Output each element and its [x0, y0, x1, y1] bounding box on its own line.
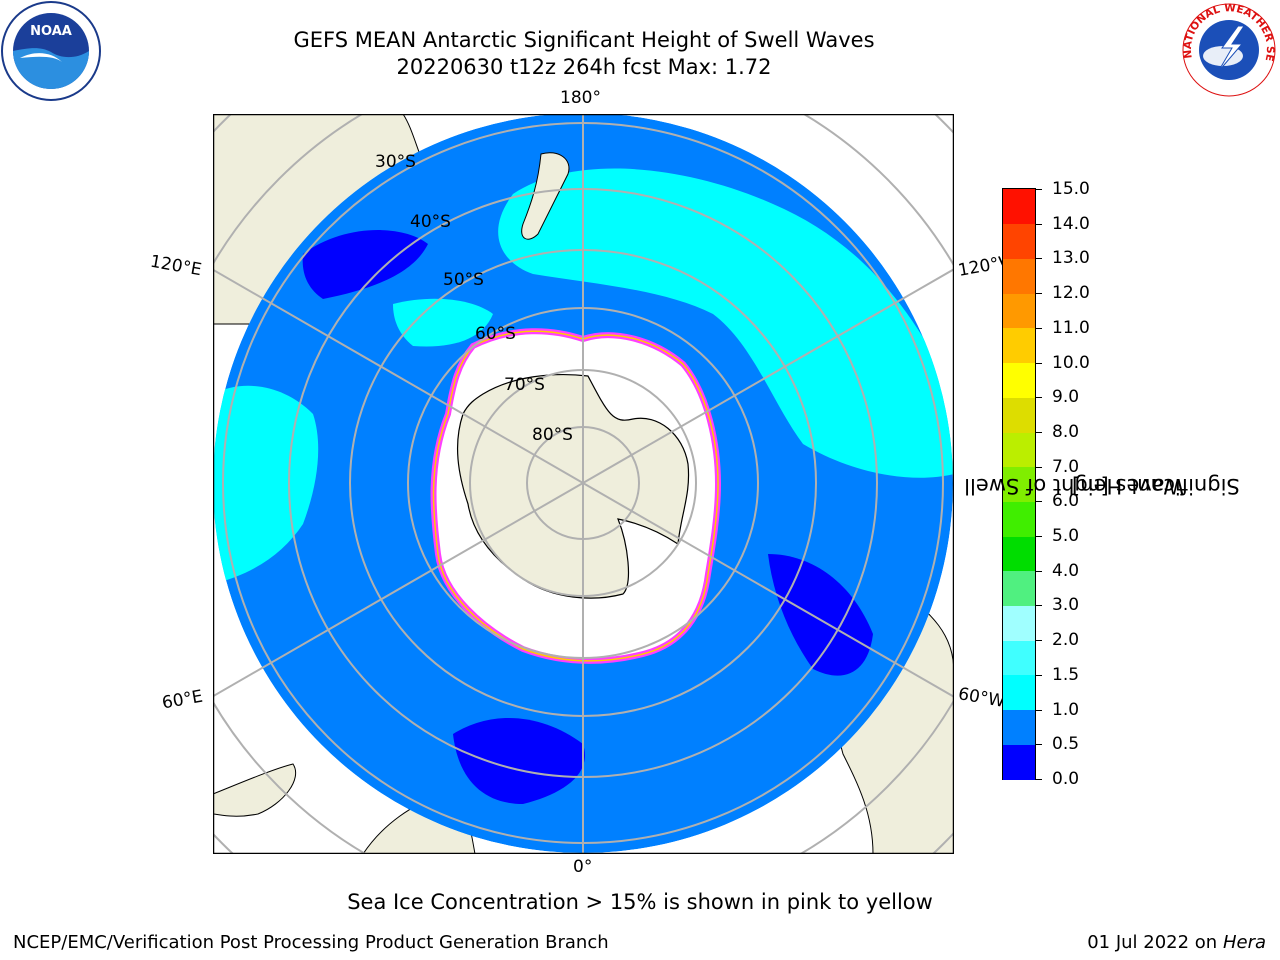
colorbar-segment: [1003, 293, 1035, 329]
swell-0-0.5m-tasman: [302, 230, 428, 299]
colorbar-tick-label: 0.0: [1052, 769, 1080, 789]
colorbar-tick: [1036, 431, 1042, 433]
colorbar-segment: [1003, 189, 1035, 225]
colorbar: [1002, 188, 1036, 780]
colorbar-tick-label: 12.0: [1052, 283, 1090, 304]
lon-label-120e: 120°E: [148, 251, 204, 281]
colorbar-segment: [1003, 258, 1035, 294]
colorbar-segment: [1003, 327, 1035, 364]
colorbar-segment: [1003, 397, 1035, 433]
colorbar-title-line2: Waves [m]: [1071, 474, 1185, 498]
colorbar-segment: [1003, 362, 1035, 398]
swell-0-0.5m-atlantic: [453, 717, 585, 804]
lat-label-70s: 70°S: [504, 375, 545, 395]
colorbar-tick-label: 8.0: [1052, 421, 1080, 442]
colorbar-tick: [1036, 640, 1042, 642]
colorbar-segment: [1003, 223, 1035, 259]
colorbar-tick: [1036, 674, 1042, 676]
swell-0-0.5m-drake: [768, 554, 873, 676]
colorbar-segment: [1003, 570, 1035, 607]
colorbar-tick-label: 2.0: [1052, 630, 1080, 651]
colorbar-tick: [1036, 605, 1042, 607]
colorbar-segment: [1003, 709, 1035, 745]
colorbar-tick: [1036, 570, 1042, 572]
colorbar-segment: [1003, 466, 1035, 502]
polar-map: [213, 114, 954, 854]
land-antarctica: [456, 374, 690, 599]
colorbar-tick-label: 14.0: [1052, 213, 1090, 234]
colorbar-tick: [1036, 258, 1042, 260]
colorbar-segment: [1003, 605, 1035, 641]
lon-label-0: 0°: [573, 857, 593, 877]
sea-ice-caption: Sea Ice Concentration > 15% is shown in …: [347, 890, 933, 914]
lat-label-40s: 40°S: [410, 212, 451, 232]
colorbar-tick-label: 3.0: [1052, 595, 1080, 616]
lon-label-60e: 60°E: [160, 686, 205, 714]
colorbar-tick-label: 15.0: [1052, 179, 1090, 199]
footer-date-text: 01 Jul 2022 on: [1087, 932, 1223, 953]
colorbar-tick-label: 5.0: [1052, 526, 1080, 547]
colorbar-tick-label: 1.0: [1052, 699, 1080, 720]
colorbar-tick: [1036, 536, 1042, 538]
svg-text:NOAA: NOAA: [30, 24, 72, 39]
footer-date: 01 Jul 2022 on Hera: [1087, 932, 1266, 953]
footer-host: Hera: [1222, 932, 1266, 953]
lon-label-180: 180°: [560, 88, 601, 108]
colorbar-tick: [1036, 223, 1042, 225]
colorbar-tick: [1036, 293, 1042, 295]
colorbar-tick: [1036, 397, 1042, 399]
colorbar-tick: [1036, 327, 1042, 329]
colorbar-segment: [1003, 674, 1035, 711]
swell-1-1.5m-pacific: [498, 168, 953, 478]
colorbar-tick-label: 6.0: [1052, 491, 1080, 512]
lat-label-30s: 30°S: [375, 152, 416, 172]
colorbar-tick-label: 9.0: [1052, 387, 1080, 408]
colorbar-segment: [1003, 536, 1035, 572]
colorbar-segment: [1003, 640, 1035, 676]
lat-label-60s: 60°S: [475, 324, 516, 344]
colorbar-segment: [1003, 744, 1035, 780]
colorbar-tick: [1036, 362, 1042, 364]
colorbar-tick-label: 1.5: [1052, 664, 1080, 685]
lon-label-60w: 60°W: [956, 684, 1007, 712]
colorbar-tick: [1036, 779, 1042, 780]
land-new-zealand: [521, 152, 570, 240]
colorbar-tick-label: 11.0: [1052, 317, 1090, 338]
chart-title-line2: 20220630 t12z 264h fcst Max: 1.72: [396, 55, 772, 79]
colorbar-tick: [1036, 744, 1042, 746]
colorbar-tick-label: 4.0: [1052, 560, 1080, 581]
nws-logo: NATIONAL WEATHER SERVICE: [1178, 0, 1276, 97]
colorbar-tick-label: 0.5: [1052, 734, 1080, 755]
chart-title-line1: GEFS MEAN Antarctic Significant Height o…: [293, 28, 875, 52]
colorbar-tick-label: 13.0: [1052, 248, 1090, 269]
colorbar-tick: [1036, 501, 1042, 503]
colorbar-tick-label: 7.0: [1052, 456, 1080, 477]
lat-label-50s: 50°S: [443, 270, 484, 290]
colorbar-tick: [1036, 189, 1042, 190]
colorbar-tick-label: 10.0: [1052, 352, 1090, 373]
noaa-logo: NOAA: [1, 1, 101, 101]
colorbar-segment: [1003, 501, 1035, 537]
land-madagascar: [213, 763, 296, 817]
colorbar-tick: [1036, 709, 1042, 711]
colorbar-tick: [1036, 466, 1042, 468]
swell-1-1.5m-pacific-west: [393, 298, 493, 347]
lat-label-80s: 80°S: [532, 425, 573, 445]
footer-branch: NCEP/EMC/Verification Post Processing Pr…: [13, 932, 609, 953]
colorbar-segment: [1003, 431, 1035, 468]
